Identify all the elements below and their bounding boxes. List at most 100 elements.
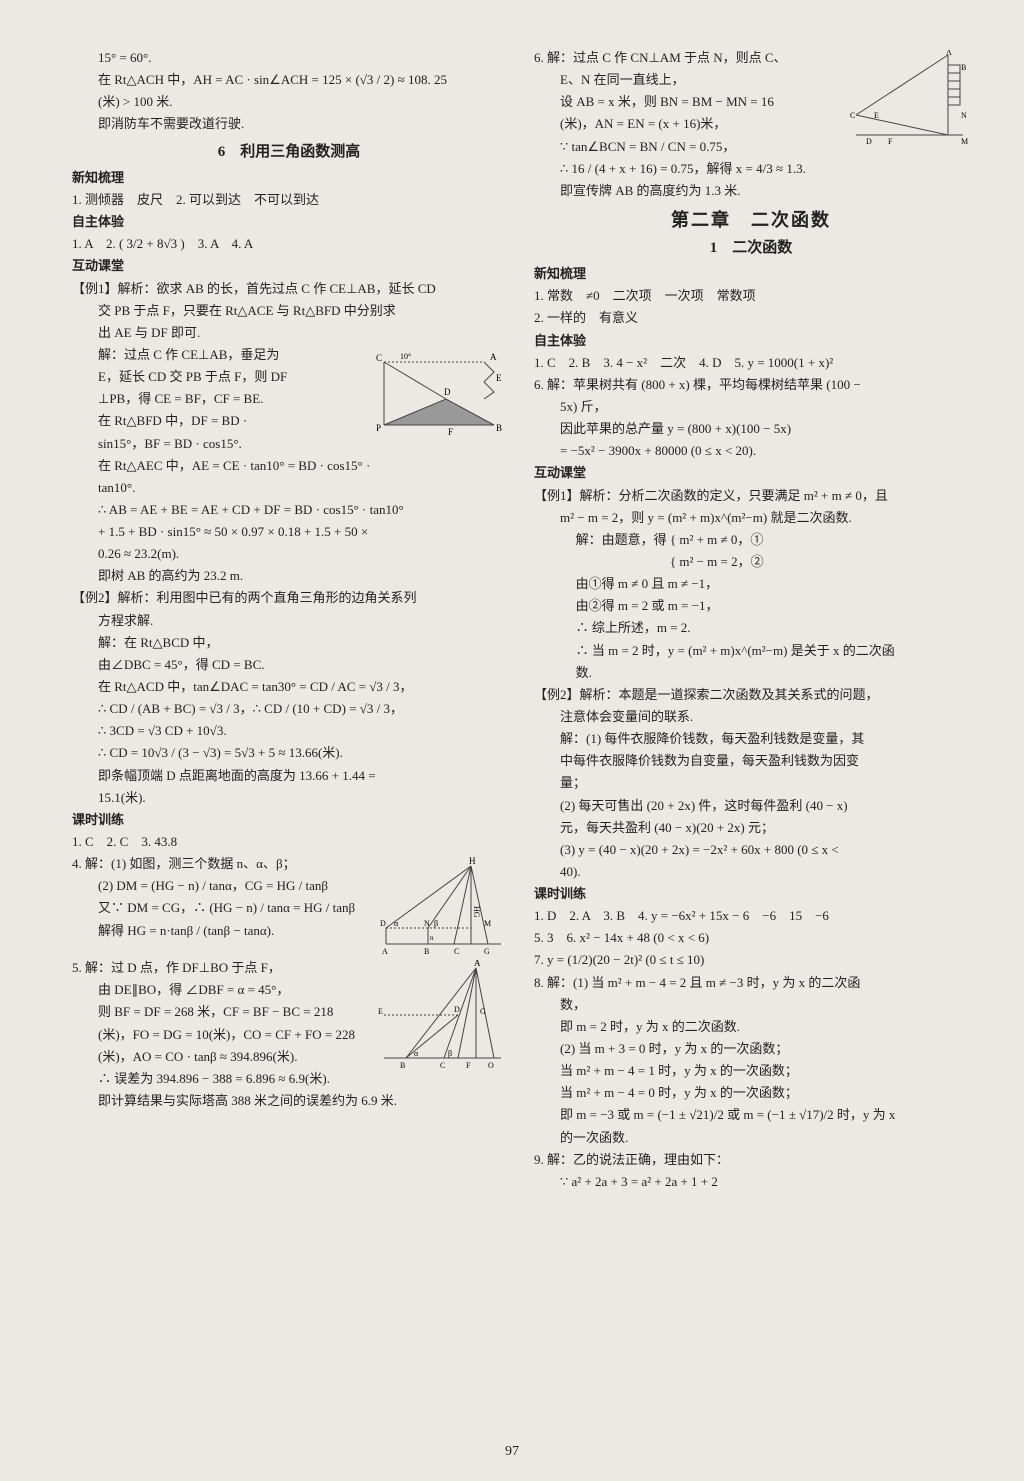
text-line: 40). bbox=[534, 862, 968, 882]
text-line: ∴ 当 m = 2 时，y = (m² + m)x^(m²−m) 是关于 x 的… bbox=[534, 641, 968, 661]
text-line: 即宣传牌 AB 的高度约为 1.3 米. bbox=[534, 181, 968, 201]
svg-text:N: N bbox=[961, 111, 967, 120]
svg-text:A: A bbox=[474, 960, 481, 968]
svg-text:C: C bbox=[376, 353, 382, 363]
svg-text:B: B bbox=[961, 63, 966, 72]
text-line: ∴ AB = AE + BE = AE + CD + DF = BD · cos… bbox=[72, 500, 506, 520]
svg-text:n: n bbox=[430, 934, 434, 942]
svg-text:β: β bbox=[434, 919, 438, 928]
svg-text:E: E bbox=[496, 373, 502, 383]
svg-text:D: D bbox=[866, 137, 872, 145]
svg-text:α: α bbox=[414, 1049, 419, 1058]
svg-text:A: A bbox=[382, 947, 388, 956]
text-line: 1. D 2. A 3. B 4. y = −6x² + 15x − 6 −6 … bbox=[534, 906, 968, 926]
text-line: ∴ 综上所述，m = 2. bbox=[534, 618, 968, 638]
svg-text:F: F bbox=[448, 427, 453, 437]
text-line: 15° = 60°. bbox=[72, 48, 506, 68]
text-line: 即 m = 2 时，y 为 x 的二次函数. bbox=[534, 1017, 968, 1037]
svg-text:H: H bbox=[469, 856, 476, 866]
heading: 互动课堂 bbox=[72, 256, 506, 276]
text-line: 即消防车不需要改道行驶. bbox=[72, 114, 506, 134]
columns: 15° = 60°. 在 Rt△ACH 中，AH = AC · sin∠ACH … bbox=[72, 48, 968, 1194]
text-line: 解：(1) 每件衣服降价钱数，每天盈利钱数是变量，其 bbox=[534, 729, 968, 749]
text-line: 5. 3 6. x² − 14x + 48 (0 < x < 6) bbox=[534, 928, 968, 948]
text-line: 即条幅顶端 D 点距离地面的高度为 13.66 + 1.44 = bbox=[72, 766, 506, 786]
text-line: ∴ 误差为 394.896 − 388 = 6.896 ≈ 6.9(米). bbox=[72, 1069, 506, 1089]
text-line: 当 m² + m − 4 = 1 时，y 为 x 的一次函数； bbox=[534, 1061, 968, 1081]
text-line: 方程求解. bbox=[72, 611, 506, 631]
text-line: ∴ CD = 10√3 / (3 − √3) = 5√3 + 5 ≈ 13.66… bbox=[72, 743, 506, 763]
text-line: (米) > 100 米. bbox=[72, 92, 506, 112]
section-title: 6 利用三角函数测高 bbox=[72, 141, 506, 164]
text-line: 在 Rt△ACD 中，tan∠DAC = tan30° = CD / AC = … bbox=[72, 677, 506, 697]
page: 15° = 60°. 在 Rt△ACH 中，AH = AC · sin∠ACH … bbox=[0, 0, 1024, 1481]
text-line: 7. y = (1/2)(20 − 2t)² (0 ≤ t ≤ 10) bbox=[534, 950, 968, 970]
text-line: (2) 每天可售出 (20 + 2x) 件，这时每件盈利 (40 − x) bbox=[534, 796, 968, 816]
svg-text:D: D bbox=[454, 1005, 460, 1014]
text-line: 0.26 ≈ 23.2(m). bbox=[72, 544, 506, 564]
text-line: 【例2】解析：本题是一道探索二次函数及其关系式的问题， bbox=[534, 685, 968, 705]
text-line: (3) y = (40 − x)(20 + 2x) = −2x² + 60x +… bbox=[534, 840, 968, 860]
text-line: 即树 AB 的高约为 23.2 m. bbox=[72, 566, 506, 586]
page-number: 97 bbox=[0, 1441, 1024, 1463]
text-line: 【例1】解析：分析二次函数的定义，只要满足 m² + m ≠ 0，且 bbox=[534, 486, 968, 506]
chapter-title: 第二章 二次函数 bbox=[534, 207, 968, 235]
text-line: 8. 解：(1) 当 m² + m − 4 = 2 且 m ≠ −3 时，y 为… bbox=[534, 973, 968, 993]
text-line: 1. 常数 ≠0 二次项 一次项 常数项 bbox=[534, 286, 968, 306]
text-line: 解：在 Rt△BCD 中， bbox=[72, 633, 506, 653]
text-line: 6. 解：苹果树共有 (800 + x) 棵，平均每棵树结苹果 (100 − bbox=[534, 375, 968, 395]
svg-text:E: E bbox=[378, 1007, 383, 1016]
svg-text:B: B bbox=[496, 423, 502, 433]
figure-example1: A C E D P F B 10° bbox=[376, 347, 506, 437]
svg-text:C: C bbox=[454, 947, 459, 956]
text-line: 注意体会变量间的联系. bbox=[534, 707, 968, 727]
svg-text:B: B bbox=[424, 947, 429, 956]
text-line: 交 PB 于点 F，只要在 Rt△ACE 与 Rt△BFD 中分别求 bbox=[72, 301, 506, 321]
svg-text:10°: 10° bbox=[400, 352, 411, 361]
text-line: 由①得 m ≠ 0 且 m ≠ −1， bbox=[534, 574, 968, 594]
section-title: 1 二次函数 bbox=[534, 237, 968, 260]
heading: 新知梳理 bbox=[72, 168, 506, 188]
figure-q4: H D N M A B C G α β HG n bbox=[376, 856, 506, 956]
svg-text:B: B bbox=[400, 1061, 405, 1070]
svg-text:O: O bbox=[488, 1061, 494, 1070]
heading: 课时训练 bbox=[534, 884, 968, 904]
text-line: tan10°. bbox=[72, 478, 506, 498]
text-line: 1. C 2. C 3. 43.8 bbox=[72, 832, 506, 852]
svg-text:A: A bbox=[490, 352, 497, 362]
text-line: ∴ 16 / (4 + x + 16) = 0.75，解得 x = 4/3 ≈ … bbox=[534, 159, 968, 179]
text-line: = −5x² − 3900x + 80000 (0 ≤ x < 20). bbox=[534, 441, 968, 461]
text-line: 由∠DBC = 45°，得 CD = BC. bbox=[72, 655, 506, 675]
text-line: 中每件衣服降价钱数为自变量，每天盈利钱数为因变 bbox=[534, 751, 968, 771]
svg-text:G: G bbox=[484, 947, 490, 956]
svg-text:α: α bbox=[394, 919, 399, 928]
svg-text:D: D bbox=[380, 919, 386, 928]
right-column: A B C D F E N M 6. 解：过点 C 作 CN⊥AM 于点 N，则… bbox=[534, 48, 968, 1194]
text-line: 9. 解：乙的说法正确，理由如下： bbox=[534, 1150, 968, 1170]
text-line: 1. 测倾器 皮尺 2. 可以到达 不可以到达 bbox=[72, 190, 506, 210]
text-line: 【例2】解析：利用图中已有的两个直角三角形的边角关系列 bbox=[72, 588, 506, 608]
text-line: 元，每天共盈利 (40 − x)(20 + 2x) 元； bbox=[534, 818, 968, 838]
text-line: m² − m = 2，则 y = (m² + m)x^(m²−m) 就是二次函数… bbox=[534, 508, 968, 528]
text-line: 因此苹果的总产量 y = (800 + x)(100 − 5x) bbox=[534, 419, 968, 439]
text-line: 【例1】解析：欲求 AB 的长，首先过点 C 作 CE⊥AB，延长 CD bbox=[72, 279, 506, 299]
text-line: 15.1(米). bbox=[72, 788, 506, 808]
text-line: 解：由题意，得 { m² + m ≠ 0，① bbox=[534, 530, 968, 550]
text-line: 即 m = −3 或 m = (−1 ± √21)/2 或 m = (−1 ± … bbox=[534, 1105, 968, 1125]
text-line: 当 m² + m − 4 = 0 时，y 为 x 的一次函数； bbox=[534, 1083, 968, 1103]
svg-text:P: P bbox=[376, 423, 381, 433]
text-line: 在 Rt△AEC 中，AE = CE · tan10° = BD · cos15… bbox=[72, 456, 506, 476]
svg-text:N: N bbox=[424, 919, 430, 928]
svg-text:F: F bbox=[888, 137, 893, 145]
svg-text:β: β bbox=[448, 1049, 452, 1058]
text-line: ∴ 3CD = √3 CD + 10√3. bbox=[72, 721, 506, 741]
text-line: ∴ CD / (AB + BC) = √3 / 3，∴ CD / (10 + C… bbox=[72, 699, 506, 719]
text-line: 数. bbox=[534, 663, 968, 683]
text-line: { m² − m = 2，② bbox=[534, 552, 968, 572]
svg-text:C: C bbox=[850, 111, 855, 120]
heading: 课时训练 bbox=[72, 810, 506, 830]
text-line: 的一次函数. bbox=[534, 1128, 968, 1148]
svg-text:HG: HG bbox=[472, 906, 481, 918]
figure-q5: A E D G B C F O α β bbox=[376, 960, 506, 1070]
svg-text:D: D bbox=[444, 387, 451, 397]
